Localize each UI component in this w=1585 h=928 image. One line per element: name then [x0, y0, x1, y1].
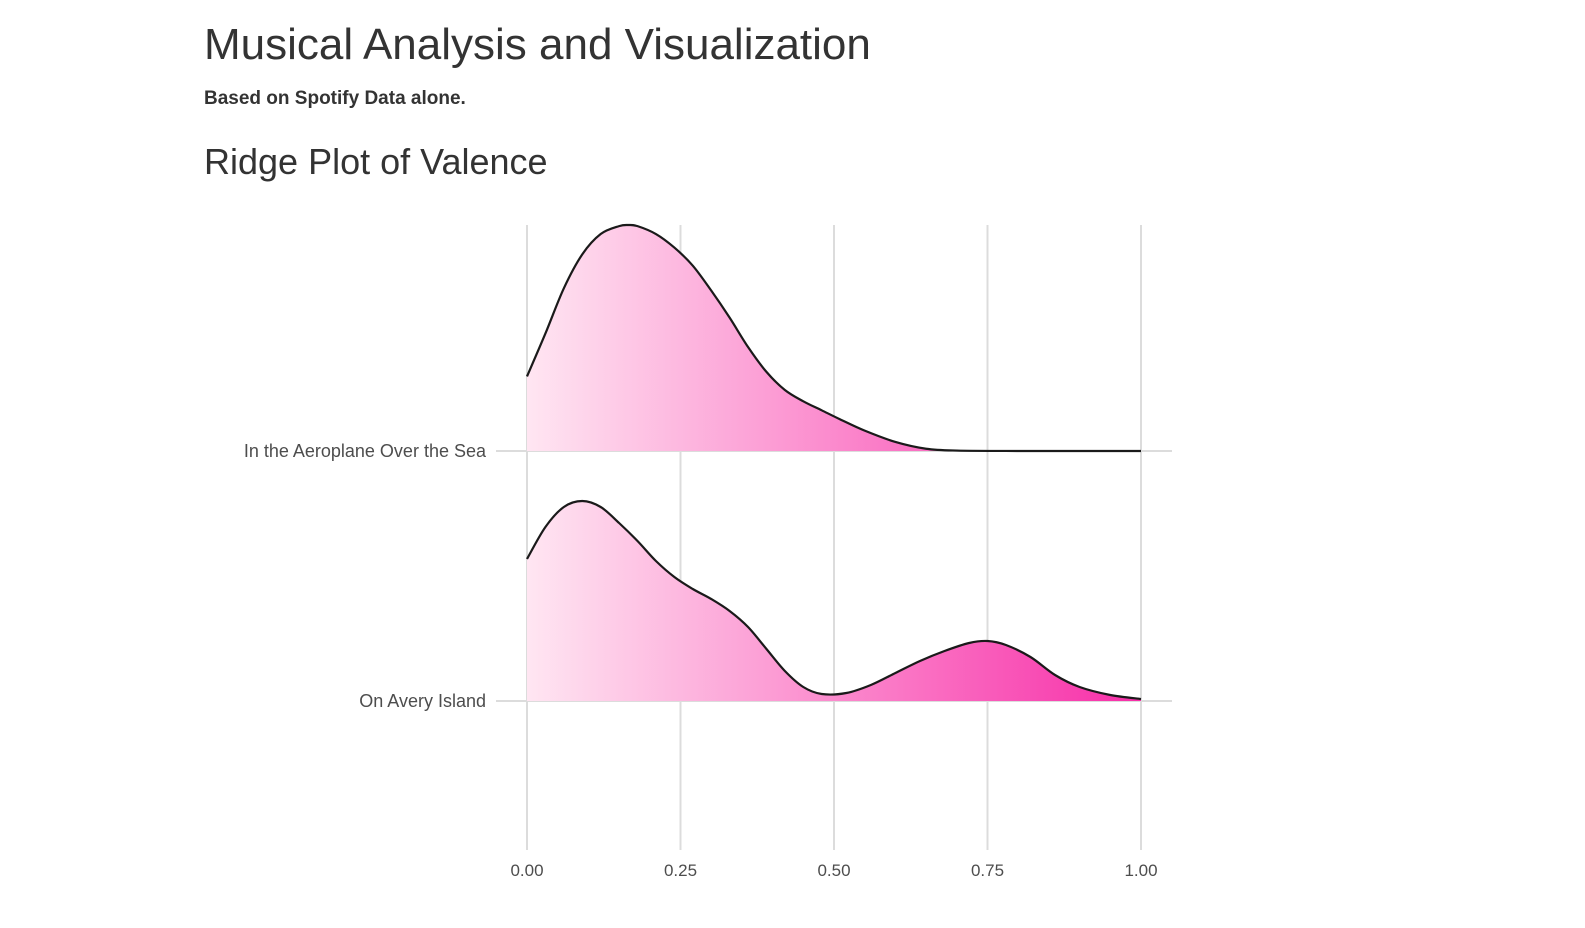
ridges-layer: [525, 223, 1142, 701]
x-tick-label: 0.50: [817, 861, 850, 880]
page-subtitle: Based on Spotify Data alone.: [204, 88, 466, 109]
ridge-outline: [525, 223, 1141, 453]
ridge-area: [527, 224, 1141, 452]
x-tick-label: 0.00: [510, 861, 543, 880]
labels-layer: 0.00 0.25 0.50 0.75 1.00 In the Aeroplane Ove…: [244, 441, 1158, 880]
ridge-area: [527, 501, 1141, 701]
x-tick-label: 0.75: [971, 861, 1004, 880]
y-category-label: In the Aeroplane Over the Sea: [244, 441, 487, 461]
page-title: Musical Analysis and Visualization: [204, 20, 871, 69]
x-tick-label: 1.00: [1124, 861, 1157, 880]
x-tick-label: 0.25: [664, 861, 697, 880]
ridge-outline: [526, 499, 1142, 701]
section-title: Ridge Plot of Valence: [204, 141, 548, 182]
y-category-label: On Avery Island: [359, 691, 486, 711]
